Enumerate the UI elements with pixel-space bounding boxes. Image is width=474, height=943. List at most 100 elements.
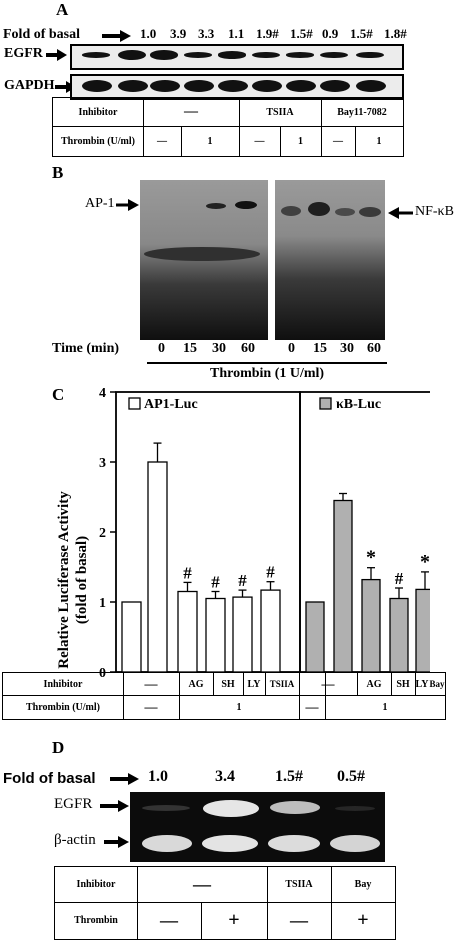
inhibitor-ag: AG bbox=[366, 678, 382, 690]
inhibitor-ag: AG bbox=[188, 678, 204, 690]
inhibitor-label: Inhibitor bbox=[76, 879, 116, 890]
panel-d-table: Inhibitor Thrombin — TSIIA Bay — + — + bbox=[54, 866, 396, 940]
time-value: 15 bbox=[183, 341, 197, 356]
bar bbox=[415, 588, 430, 673]
panel-d-letter: D bbox=[52, 738, 65, 757]
inhibitor-none: — bbox=[144, 676, 158, 691]
legend-swatch-ap1 bbox=[128, 397, 141, 410]
fold-value: 1.9# bbox=[256, 26, 279, 41]
fold-value: 1.0 bbox=[140, 26, 157, 41]
legend-kb: κB-Luc bbox=[336, 397, 381, 412]
gapdh-band bbox=[356, 80, 386, 92]
arrow-right-icon bbox=[110, 772, 140, 791]
bar bbox=[147, 461, 168, 673]
arrow-right-icon bbox=[46, 48, 68, 67]
inhibitor-sh: SH bbox=[221, 678, 235, 690]
inhibitor-tsiia: TSIIA bbox=[269, 679, 295, 689]
time-value: 0 bbox=[288, 341, 295, 356]
inhibitor-ly: LY bbox=[415, 678, 429, 690]
inhibitor-bay: Bay11-7082 bbox=[337, 106, 387, 118]
arrow-right-icon bbox=[100, 799, 130, 818]
egfr-band bbox=[252, 51, 280, 59]
arrow-right-icon bbox=[102, 29, 132, 48]
emsa-gel-ap1 bbox=[140, 180, 268, 340]
y-tick-label: 1 bbox=[99, 596, 106, 611]
thrombin-label: Thrombin (U/ml) bbox=[61, 135, 135, 147]
time-value: 15 bbox=[313, 341, 327, 356]
thrombin-value: 1 bbox=[382, 701, 388, 713]
inhibitor-sh: SH bbox=[396, 678, 410, 690]
bar bbox=[121, 601, 142, 673]
y-axis-label: Relative Luciferase Activity bbox=[56, 491, 72, 669]
egfr-band bbox=[82, 52, 110, 58]
egfr-rtpcr-gel bbox=[130, 792, 385, 826]
panel-d-row-egfr-label: EGFR bbox=[54, 796, 93, 812]
time-value: 60 bbox=[241, 341, 255, 356]
significance-mark: # bbox=[395, 569, 404, 588]
gapdh-band bbox=[150, 80, 180, 92]
panel-a-row-gapdh-label: GAPDH bbox=[4, 78, 55, 93]
inhibitor-none: — bbox=[321, 676, 335, 691]
egfr-band bbox=[218, 51, 246, 59]
bar bbox=[260, 589, 281, 673]
y-tick-label: 2 bbox=[99, 526, 106, 541]
fold-value: 0.9 bbox=[322, 26, 339, 41]
panel-a-row-egfr-label: EGFR bbox=[4, 46, 43, 61]
fold-value: 1.0 bbox=[148, 768, 168, 785]
gapdh-band bbox=[184, 80, 214, 92]
time-value: 30 bbox=[212, 341, 226, 356]
y-axis-label-unit: (fold of basal) bbox=[74, 536, 90, 624]
inhibitor-bay: Bay bbox=[429, 679, 445, 689]
thrombin-value: 1 bbox=[298, 135, 303, 147]
time-value: 30 bbox=[340, 341, 354, 356]
thrombin-value: 1 bbox=[376, 135, 382, 147]
panel-a-table: Inhibitor Thrombin (U/ml) — TSIIA Bay11-… bbox=[52, 97, 404, 157]
gapdh-band bbox=[320, 80, 350, 92]
panel-b-letter: B bbox=[52, 163, 64, 182]
gapdh-band bbox=[252, 80, 282, 92]
bar bbox=[361, 578, 381, 673]
inhibitor-label: Inhibitor bbox=[78, 106, 118, 118]
fold-value: 3.3 bbox=[198, 26, 215, 41]
egfr-band bbox=[286, 52, 314, 58]
panel-a-fold-label: Fold of basal bbox=[3, 27, 81, 42]
fold-value: 1.8# bbox=[384, 26, 407, 41]
egfr-band bbox=[184, 52, 212, 58]
gapdh-band bbox=[82, 80, 112, 92]
significance-mark: # bbox=[211, 573, 220, 592]
panel-d-row-actin-label: β-actin bbox=[54, 832, 96, 848]
legend-ap1: AP1-Luc bbox=[144, 397, 198, 412]
y-tick-label: 4 bbox=[99, 386, 106, 401]
fold-value: 3.4 bbox=[215, 768, 235, 785]
gel-divider bbox=[268, 180, 275, 340]
gapdh-band bbox=[118, 80, 148, 92]
thrombin-value: — bbox=[333, 135, 343, 147]
gapdh-band bbox=[218, 80, 248, 92]
arrow-right-icon bbox=[104, 835, 130, 854]
egfr-band bbox=[356, 51, 384, 59]
arrow-left-icon bbox=[388, 206, 414, 225]
fold-value: 0.5# bbox=[337, 768, 365, 785]
significance-mark: * bbox=[366, 547, 376, 569]
thrombin-value: 1 bbox=[207, 135, 213, 147]
thrombin-value: 1 bbox=[236, 701, 242, 713]
thrombin-value: — bbox=[290, 910, 308, 930]
time-value: 60 bbox=[367, 341, 381, 356]
panel-c-letter: C bbox=[52, 385, 65, 404]
egfr-band bbox=[320, 51, 348, 59]
inhibitor-ly: LY bbox=[247, 678, 261, 690]
nfkb-label: NF-κB bbox=[415, 204, 454, 219]
thrombin-value: — bbox=[157, 135, 167, 147]
emsa-gel-nfkb bbox=[275, 180, 385, 340]
legend-swatch-kb bbox=[319, 397, 332, 410]
luciferase-chart: Relative Luciferase Activity (fold of ba… bbox=[56, 386, 430, 681]
thrombin-value: + bbox=[228, 909, 240, 931]
thrombin-underline bbox=[147, 362, 387, 364]
fold-value: 1.5# bbox=[275, 768, 303, 785]
inhibitor-none: — bbox=[184, 104, 198, 119]
panel-c-table: Inhibitor Thrombin (U/ml) — AG SH LY TSI… bbox=[2, 672, 446, 720]
ap1-label: AP-1 bbox=[85, 196, 115, 211]
fold-value: 1.5# bbox=[350, 26, 373, 41]
inhibitor-tsiia: TSIIA bbox=[285, 879, 313, 890]
inhibitor-label: Inhibitor bbox=[43, 678, 83, 690]
